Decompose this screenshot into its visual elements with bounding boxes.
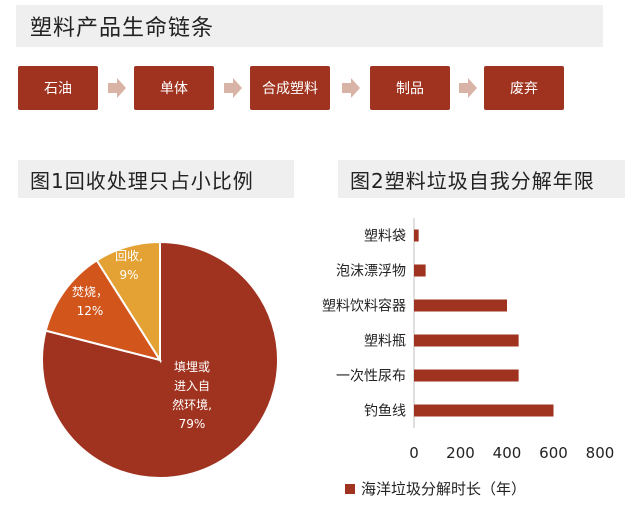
flow-step-synthetic-plastic: 合成塑料 [250, 66, 330, 110]
pie-label-landfill: 填埋或 进入自 然环境, 79% [162, 358, 222, 434]
flow-step-waste: 废弃 [484, 66, 564, 110]
pie-label-landfill-line1: 填埋或 [173, 360, 210, 374]
pie-label-landfill-line4: 79% [178, 417, 206, 431]
arrow-right-icon [108, 78, 126, 98]
pie-label-incineration: 焚烧， 12% [60, 283, 120, 321]
pie-label-recycling: 回收, 9% [103, 247, 155, 285]
pie-label-recycling-line1: 回收, [115, 249, 143, 263]
arrow-right-icon [342, 78, 360, 98]
flow-step-monomer: 单体 [134, 66, 214, 110]
x-tick-label: 0 [409, 444, 419, 462]
flow-step-product: 制品 [370, 66, 450, 110]
bar-0 [414, 229, 419, 242]
figure1-title: 图1回收处理只占小比例 [18, 160, 294, 198]
pie-label-landfill-line3: 然环境, [172, 398, 212, 412]
bar-5 [414, 404, 554, 417]
flow-step-oil: 石油 [18, 66, 98, 110]
x-tick-label: 400 [493, 444, 522, 462]
legend-label: 海洋垃圾分解时长（年） [361, 480, 527, 498]
arrow-right-icon [459, 78, 477, 98]
bar-category-label: 钓鱼线 [364, 403, 406, 420]
page-title-text: 塑料产品生命链条 [30, 16, 215, 41]
bar-category-label: 一次性尿布 [336, 369, 406, 385]
bar-3 [414, 334, 519, 347]
pie-label-incineration-line1: 焚烧， [71, 285, 108, 299]
arrow-right-icon [224, 78, 242, 98]
page-title: 塑料产品生命链条 [16, 5, 603, 47]
x-tick-label: 800 [586, 444, 615, 462]
figure2-title-text: 图2塑料垃圾自我分解年限 [350, 168, 595, 193]
bar-2 [414, 299, 507, 312]
bar-4 [414, 369, 519, 382]
figure1-title-text: 图1回收处理只占小比例 [30, 168, 254, 193]
pie-slice-recycling [95, 240, 161, 364]
bar-category-label: 泡沫漂浮物 [336, 264, 406, 280]
legend-swatch [345, 483, 355, 494]
pie-label-incineration-line2: 12% [76, 304, 104, 318]
bar-category-label: 塑料瓶 [364, 334, 406, 350]
figure2-title: 图2塑料垃圾自我分解年限 [338, 160, 625, 198]
bar-1 [414, 264, 426, 277]
lifecycle-flow: 石油 单体 合成塑料 制品 废弃 [18, 66, 578, 110]
x-tick-label: 600 [539, 444, 568, 462]
x-tick-label: 200 [446, 444, 475, 462]
pie-label-recycling-line2: 9% [119, 268, 139, 282]
bar-chart-legend: 海洋垃圾分解时长（年） [345, 478, 526, 499]
bar-category-label: 塑料袋 [364, 229, 406, 245]
bar-category-label: 塑料饮料容器 [322, 298, 406, 315]
pie-label-landfill-line2: 进入自 [173, 379, 210, 393]
pie-slice-incineration [44, 258, 163, 362]
